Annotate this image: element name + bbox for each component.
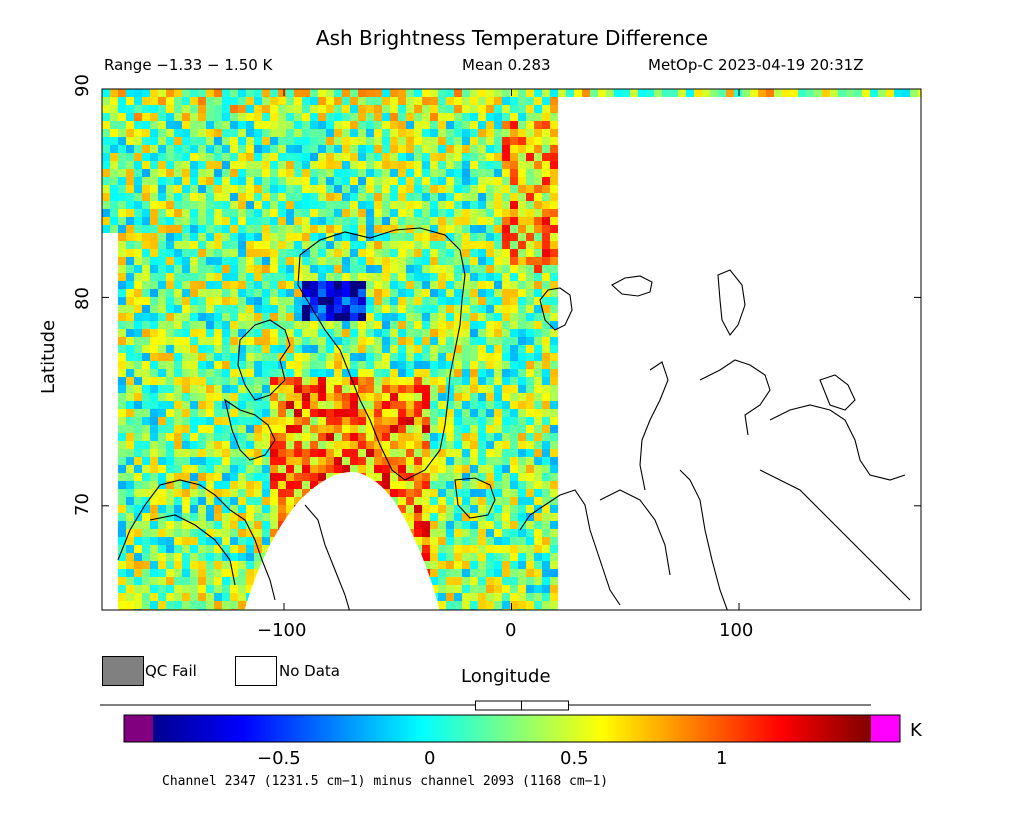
no-data-region-south [244,471,440,610]
y-tick-70: 70 [72,493,93,516]
x-tick-minus-100: −100 [257,620,307,641]
no-data-swatch [235,656,277,686]
y-tick-80: 80 [72,287,93,310]
colorbar-tick-minus-0.5: −0.5 [257,748,301,769]
colorbar-tick-0.5: 0.5 [560,748,589,769]
qc-fail-swatch [102,656,144,686]
colorbar-tick-1: 1 [716,748,728,769]
x-tick-100: 100 [719,620,754,641]
colorbar-underflow [124,715,153,742]
x-axis-label: Longitude [461,666,551,687]
y-axis-label: Latitude [38,319,59,394]
colorbar-frame [123,714,901,743]
colorbar-unit: K [910,720,922,741]
coastlines [117,227,911,610]
y-tick-90: 90 [72,74,93,97]
map-title: Ash Brightness Temperature Difference [315,26,709,50]
x-tick-0: 0 [505,620,517,641]
colorbar-overflow [871,715,900,742]
colorbar-gradient [153,715,871,742]
platform-text: MetOp-C 2023-04-19 20:31Z [648,56,864,74]
no-data-label: No Data [279,662,340,680]
mean-text: Mean 0.283 [462,56,551,74]
graticule [102,88,921,610]
colorbar-tick-0: 0 [424,748,436,769]
no-data-region-east [558,118,921,610]
qc-fail-label: QC Fail [145,662,197,680]
colorbar-caption: Channel 2347 (1231.5 cm−1) minus channel… [162,774,609,789]
map-panel [102,89,921,610]
range-text: Range −1.33 − 1.50 K [104,56,273,74]
